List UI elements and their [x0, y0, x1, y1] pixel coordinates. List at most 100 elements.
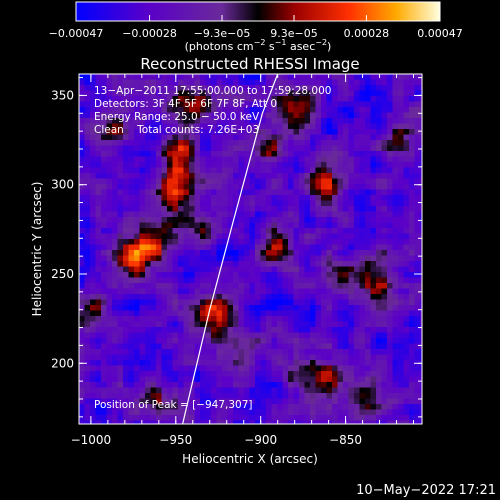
heatmap-cell — [134, 79, 141, 86]
heatmap-cell — [387, 79, 394, 86]
heatmap-cell — [95, 310, 102, 317]
heatmap-cell — [95, 184, 102, 191]
heatmap-cell — [310, 112, 317, 119]
heatmap-cell — [145, 74, 152, 81]
heatmap-cell — [387, 189, 394, 196]
heatmap-cell — [359, 123, 366, 130]
heatmap-cell — [189, 79, 196, 86]
heatmap-cell — [381, 107, 388, 114]
heatmap-cell — [145, 283, 152, 290]
heatmap-cell — [299, 360, 306, 367]
heatmap-cell — [222, 272, 229, 279]
heatmap-cell — [156, 371, 163, 378]
heatmap-cell — [315, 382, 322, 389]
heatmap-cell — [414, 332, 421, 339]
heatmap-cell — [299, 184, 306, 191]
heatmap-cell — [128, 338, 135, 345]
heatmap-cell — [310, 404, 317, 411]
heatmap-cell — [238, 206, 245, 213]
heatmap-cell — [387, 134, 394, 141]
heatmap-cell — [95, 327, 102, 334]
heatmap-cell — [354, 332, 361, 339]
heatmap-cell — [117, 112, 124, 119]
heatmap-cell — [134, 365, 141, 372]
heatmap-cell — [332, 206, 339, 213]
heatmap-cell — [172, 123, 179, 130]
heatmap-cell — [409, 107, 416, 114]
heatmap-cell — [227, 156, 234, 163]
heatmap-cell — [354, 349, 361, 356]
heatmap-cell — [326, 332, 333, 339]
heatmap-cell — [337, 288, 344, 295]
heatmap-cell — [403, 206, 410, 213]
heatmap-cell — [200, 376, 207, 383]
heatmap-cell — [282, 162, 289, 169]
heatmap-cell — [310, 321, 317, 328]
heatmap-cell — [156, 272, 163, 279]
heatmap-cell — [299, 79, 306, 86]
heatmap-cell — [112, 129, 119, 136]
heatmap-cell — [277, 294, 284, 301]
heatmap-cell — [288, 134, 295, 141]
heatmap-cell — [271, 140, 278, 147]
heatmap-cell — [178, 211, 185, 218]
heatmap-cell — [266, 387, 273, 394]
heatmap-cell — [343, 189, 350, 196]
heatmap-cell — [101, 299, 108, 306]
heatmap-cell — [359, 250, 366, 257]
heatmap-cell — [343, 338, 350, 345]
heatmap-cell — [403, 283, 410, 290]
heatmap-cell — [205, 404, 212, 411]
heatmap-cell — [244, 255, 251, 262]
heatmap-cell — [282, 107, 289, 114]
heatmap-cell — [348, 261, 355, 268]
heatmap-cell — [194, 222, 201, 229]
heatmap-cell — [354, 316, 361, 323]
heatmap-cell — [304, 107, 311, 114]
heatmap-cell — [161, 393, 168, 400]
heatmap-cell — [414, 90, 421, 97]
heatmap-cell — [403, 360, 410, 367]
heatmap-cell — [205, 129, 212, 136]
heatmap-cell — [156, 376, 163, 383]
heatmap-cell — [128, 145, 135, 152]
heatmap-cell — [288, 162, 295, 169]
heatmap-cell — [326, 96, 333, 103]
heatmap-cell — [288, 189, 295, 196]
heatmap-cell — [150, 101, 157, 108]
heatmap-cell — [359, 167, 366, 174]
heatmap-cell — [161, 316, 168, 323]
heatmap-cell — [365, 255, 372, 262]
heatmap-cell — [244, 156, 251, 163]
heatmap-cell — [299, 376, 306, 383]
heatmap-cell — [101, 310, 108, 317]
heatmap-cell — [359, 233, 366, 240]
heatmap-cell — [106, 294, 113, 301]
heatmap-cell — [321, 321, 328, 328]
heatmap-cell — [326, 387, 333, 394]
heatmap-cell — [200, 288, 207, 295]
heatmap-cell — [183, 349, 190, 356]
x-tick-label: −900 — [244, 433, 277, 447]
annotation-counts: Clean Total counts: 7.26E+03 — [94, 124, 259, 136]
heatmap-cell — [365, 200, 372, 207]
heatmap-cell — [409, 206, 416, 213]
heatmap-cell — [139, 277, 146, 284]
heatmap-cell — [183, 222, 190, 229]
heatmap-cell — [244, 107, 251, 114]
heatmap-cell — [255, 228, 262, 235]
heatmap-cell — [359, 299, 366, 306]
heatmap-cell — [205, 354, 212, 361]
heatmap-cell — [227, 74, 234, 81]
heatmap-cell — [161, 250, 168, 257]
heatmap-cell — [321, 288, 328, 295]
heatmap-cell — [255, 123, 262, 130]
heatmap-cell — [409, 134, 416, 141]
heatmap-cell — [123, 365, 130, 372]
heatmap-cell — [293, 195, 300, 202]
heatmap-cell — [227, 85, 234, 92]
heatmap-cell — [128, 107, 135, 114]
heatmap-cell — [332, 277, 339, 284]
heatmap-cell — [392, 266, 399, 273]
heatmap-cell — [293, 305, 300, 312]
